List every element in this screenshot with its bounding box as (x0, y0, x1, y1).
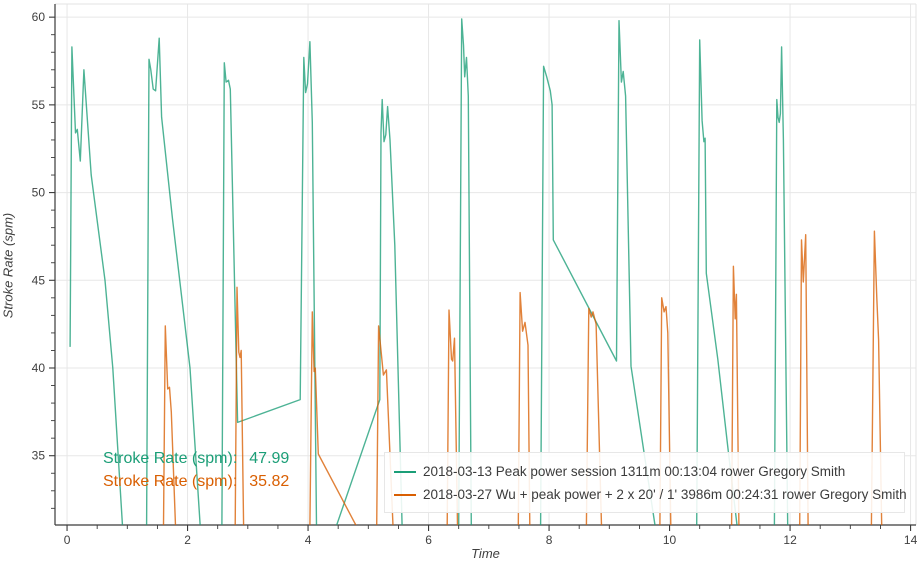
x-tick-label: 2 (184, 533, 191, 547)
hover-readout-label: Stroke Rate (spm): (103, 450, 238, 467)
x-axis-title: Time (471, 546, 500, 561)
legend-swatch-icon (394, 493, 416, 496)
legend: 2018-03-13 Peak power session 1311m 00:1… (384, 452, 907, 513)
series-line-2[interactable] (162, 230, 886, 552)
x-tick-label: 8 (546, 533, 553, 547)
y-tick-label: 55 (32, 98, 46, 112)
y-tick-label: 60 (32, 10, 46, 24)
legend-item-label: 2018-03-13 Peak power session 1311m 00:1… (423, 464, 846, 479)
hover-readout-value: 47.99 (249, 450, 290, 467)
x-tick-label: 0 (64, 533, 71, 547)
x-tick-label: 12 (783, 533, 797, 547)
y-tick-label: 50 (32, 186, 46, 200)
legend-item-session-2[interactable]: 2018-03-27 Wu + peak power + 2 x 20' / 1… (394, 483, 907, 506)
hover-readout-value: 35.82 (249, 473, 290, 490)
hover-readout-series-1: Stroke Rate (spm): 47.99 (103, 447, 289, 470)
x-tick-label: 14 (904, 533, 918, 547)
legend-item-session-1[interactable]: 2018-03-13 Peak power session 1311m 00:1… (394, 460, 904, 483)
hover-readout-series-2: Stroke Rate (spm): 35.82 (103, 470, 289, 493)
y-axis-title: Stroke Rate (spm) (0, 212, 16, 319)
x-tick-label: 4 (305, 533, 312, 547)
x-tick-label: 10 (663, 533, 677, 547)
y-tick-label: 40 (32, 361, 46, 375)
series-line-1[interactable] (69, 18, 792, 552)
x-tick-label: 6 (425, 533, 432, 547)
hover-readout: Stroke Rate (spm): 47.99 Stroke Rate (spm… (103, 447, 289, 493)
legend-item-label: 2018-03-27 Wu + peak power + 2 x 20' / 1… (423, 487, 907, 502)
y-tick-label: 45 (32, 273, 46, 287)
y-tick-label: 35 (32, 449, 46, 463)
legend-swatch-icon (394, 470, 416, 473)
hover-readout-label: Stroke Rate (spm): (103, 473, 238, 490)
